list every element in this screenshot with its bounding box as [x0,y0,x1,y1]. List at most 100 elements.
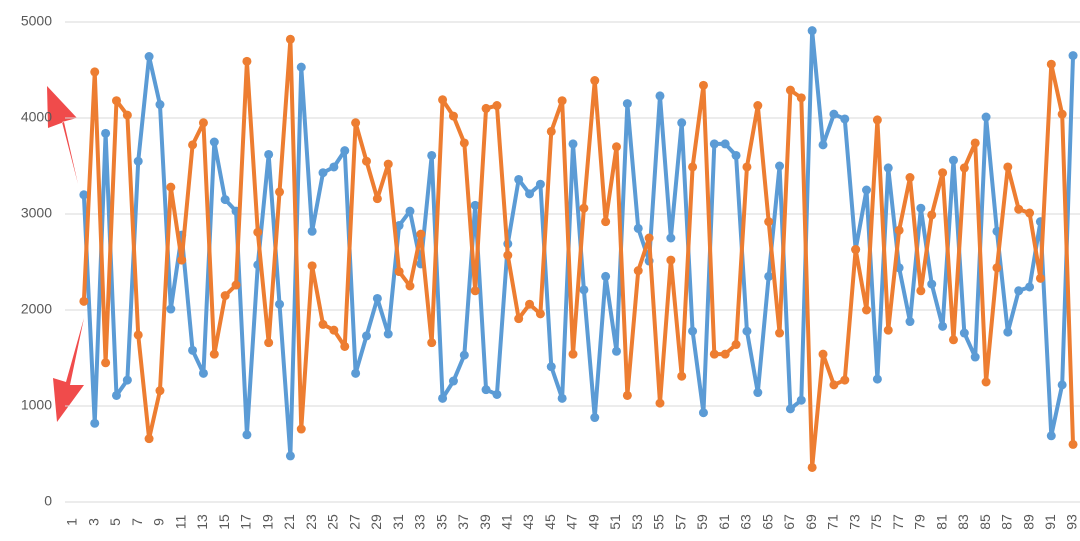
x-tick-label: 45 [542,514,558,530]
data-point [1035,273,1045,283]
data-point [416,229,426,239]
data-point [220,195,230,205]
x-tick-label: 5 [107,518,123,526]
data-point [883,325,893,335]
data-point [872,374,882,384]
data-point [448,376,458,386]
data-point [938,321,948,331]
data-point [133,156,143,166]
data-point [525,189,535,199]
x-tick-label: 83 [955,514,971,530]
data-point [503,250,513,260]
data-point [894,225,904,235]
data-point [514,174,524,184]
x-tick-label: 39 [477,514,493,530]
data-point [296,424,306,434]
data-point [970,352,980,362]
data-point [264,338,274,348]
x-tick-label: 85 [977,514,993,530]
data-point [111,96,121,106]
data-point [340,146,350,156]
data-point [275,187,285,197]
data-point [209,349,219,359]
data-point [775,328,785,338]
data-point [840,114,850,124]
data-point [905,317,915,327]
data-point [818,140,828,150]
data-point [775,161,785,171]
data-point [862,305,872,315]
data-point [698,80,708,90]
data-point [285,34,295,44]
data-point [851,245,861,255]
y-tick-label: 3000 [21,205,52,221]
y-tick-label: 0 [44,493,52,509]
data-point [351,368,361,378]
data-point [948,335,958,345]
data-point [166,182,176,192]
data-point [405,206,415,216]
x-tick-label: 23 [303,514,319,530]
data-point [992,263,1002,273]
data-point [731,340,741,350]
data-point [198,118,208,128]
y-tick-label: 5000 [21,13,52,29]
data-point [677,118,687,128]
data-point [666,233,676,243]
data-point [285,451,295,461]
x-tick-label: 7 [129,518,145,526]
data-point [698,408,708,418]
x-tick-label: 63 [738,514,754,530]
x-tick-label: 73 [846,514,862,530]
data-point [938,168,948,178]
data-point [177,255,187,265]
x-tick-label: 49 [585,514,601,530]
data-point [568,139,578,149]
data-point [785,85,795,95]
data-point [709,349,719,359]
y-tick-label: 2000 [21,301,52,317]
data-point [709,139,719,149]
y-tick-label: 1000 [21,397,52,413]
x-tick-label: 31 [390,514,406,530]
x-tick-label: 11 [172,515,188,530]
x-tick-label: 33 [412,514,428,530]
data-point [688,326,698,336]
data-point [666,255,676,265]
data-point [981,377,991,387]
x-tick-label: 13 [194,514,210,530]
data-point [568,349,578,359]
x-tick-label: 1 [64,518,80,526]
data-point [481,103,491,113]
data-point [492,389,502,399]
data-point [872,115,882,125]
data-point [90,418,100,428]
data-point [383,159,393,169]
data-point [557,393,567,403]
data-point [1014,204,1024,214]
data-point [535,179,545,189]
y-tick-label: 4000 [21,109,52,125]
data-point [655,91,665,101]
x-tick-label: 61 [716,514,732,530]
data-point [394,221,404,231]
x-tick-label: 59 [694,514,710,530]
data-point [829,380,839,390]
arrow-down [53,318,84,422]
x-tick-label: 37 [455,514,471,530]
data-point [525,299,535,309]
x-tick-label: 67 [781,514,797,530]
data-point [753,101,763,111]
data-point [807,462,817,472]
data-point [307,261,317,271]
data-point [546,126,556,136]
x-tick-label: 43 [520,514,536,530]
data-point [514,314,524,324]
data-point [535,309,545,319]
data-point [220,291,230,301]
data-point [622,99,632,109]
data-point [1046,431,1056,441]
x-tick-label: 71 [825,514,841,530]
data-point [688,162,698,172]
data-point [481,385,491,395]
